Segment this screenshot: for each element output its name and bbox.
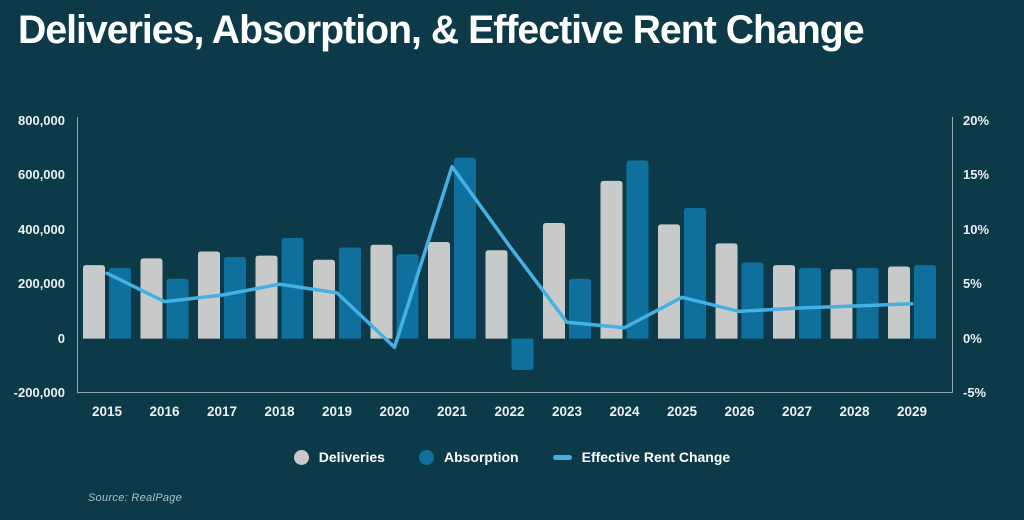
bar-deliveries-2023 xyxy=(543,223,565,339)
y-axis-left-tick: -200,000 xyxy=(13,385,65,400)
x-axis-label-2022: 2022 xyxy=(494,404,525,419)
x-axis-label-2017: 2017 xyxy=(206,404,238,419)
bar-deliveries-2024 xyxy=(600,180,623,339)
legend-item-deliveries: Deliveries xyxy=(293,449,385,465)
deliveries-swatch-icon xyxy=(293,449,309,465)
y-axis-right-tick: -5% xyxy=(963,385,987,400)
x-axis-label-2019: 2019 xyxy=(321,404,353,419)
x-axis-label-2018: 2018 xyxy=(264,404,295,419)
bar-deliveries-2022 xyxy=(485,250,508,339)
legend-label-absorption: Absorption xyxy=(443,449,519,465)
bar-deliveries-2028 xyxy=(830,269,853,339)
bar-deliveries-2026 xyxy=(715,243,738,339)
x-axis-label-2027: 2027 xyxy=(781,404,813,419)
legend-label-deliveries: Deliveries xyxy=(318,449,385,465)
x-axis-label-2021: 2021 xyxy=(436,404,468,419)
bar-absorption-2018 xyxy=(281,237,304,339)
x-axis-label-2015: 2015 xyxy=(91,404,123,419)
y-axis-right-tick: 15% xyxy=(963,167,990,183)
source-note: Source: RealPage xyxy=(88,492,183,504)
rent-change-swatch-icon xyxy=(552,454,572,460)
y-axis-left: 800,000 600,000 400,000 200,000 0 -200,000 xyxy=(0,113,65,400)
bar-deliveries-2027 xyxy=(773,265,795,339)
x-axis-label-2028: 2028 xyxy=(839,404,870,419)
axis-lines xyxy=(77,117,953,393)
legend-label-rent-change: Effective Rent Change xyxy=(581,449,731,465)
y-axis-left-tick: 400,000 xyxy=(18,221,65,237)
bar-absorption-2021 xyxy=(454,157,476,339)
x-axis-label-2025: 2025 xyxy=(666,404,698,419)
y-axis-left-tick: 0 xyxy=(57,330,65,346)
bar-absorption-2019 xyxy=(339,247,361,339)
bar-deliveries-2018 xyxy=(255,255,278,339)
page-title: Deliveries, Absorption, & Effective Rent… xyxy=(18,8,865,52)
y-axis-right-tick: 0% xyxy=(963,330,982,346)
bar-deliveries-2016 xyxy=(140,258,163,339)
y-axis-right-tick: 5% xyxy=(963,276,982,292)
bar-deliveries-2025 xyxy=(658,224,680,339)
chart-svg xyxy=(77,117,953,393)
bar-absorption-2026 xyxy=(741,262,764,339)
x-axis-label-2026: 2026 xyxy=(724,404,755,419)
bar-deliveries-2020 xyxy=(370,244,393,339)
legend-item-rent-change: Effective Rent Change xyxy=(552,449,731,465)
x-axis-label-2029: 2029 xyxy=(896,404,928,419)
bar-absorption-2028 xyxy=(856,267,879,339)
bar-absorption-2016 xyxy=(166,278,189,339)
bar-absorption-2017 xyxy=(224,257,246,339)
absorption-swatch-icon xyxy=(418,449,434,465)
x-axis-label-2016: 2016 xyxy=(149,404,180,419)
bar-absorption-2029 xyxy=(914,265,936,339)
y-axis-left-tick: 600,000 xyxy=(18,167,65,183)
y-axis-right-tick: 20% xyxy=(963,113,990,128)
bar-absorption-2020 xyxy=(396,254,419,339)
x-axis-label-2023: 2023 xyxy=(551,404,583,419)
rent-change-line xyxy=(105,164,914,350)
y-axis-left-tick: 800,000 xyxy=(18,113,65,128)
bar-deliveries-2015 xyxy=(83,265,105,339)
legend-item-absorption: Absorption xyxy=(418,449,519,465)
bar-absorption-2023 xyxy=(569,278,591,339)
legend: Deliveries Absorption Effective Rent Cha… xyxy=(0,449,1024,465)
bar-absorption-2024 xyxy=(626,160,649,339)
bar-absorption-2015 xyxy=(109,267,131,339)
y-axis-left-tick: 200,000 xyxy=(18,276,65,292)
x-axis: 2015 2016 2017 2018 2019 2020 2021 2022 2023 2024… xyxy=(77,404,953,424)
bar-absorption-2022 xyxy=(511,338,534,370)
bar-deliveries-2021 xyxy=(428,242,450,339)
y-axis-right: 20% 15% 10% 5% 0% -5% xyxy=(963,113,1021,400)
x-axis-label-2020: 2020 xyxy=(379,404,410,419)
bar-absorption-2025 xyxy=(684,208,706,339)
bar-absorption-2027 xyxy=(799,267,821,339)
x-axis-label-2024: 2024 xyxy=(609,404,640,419)
bar-deliveries-2019 xyxy=(313,259,335,339)
y-axis-right-tick: 10% xyxy=(963,221,990,237)
